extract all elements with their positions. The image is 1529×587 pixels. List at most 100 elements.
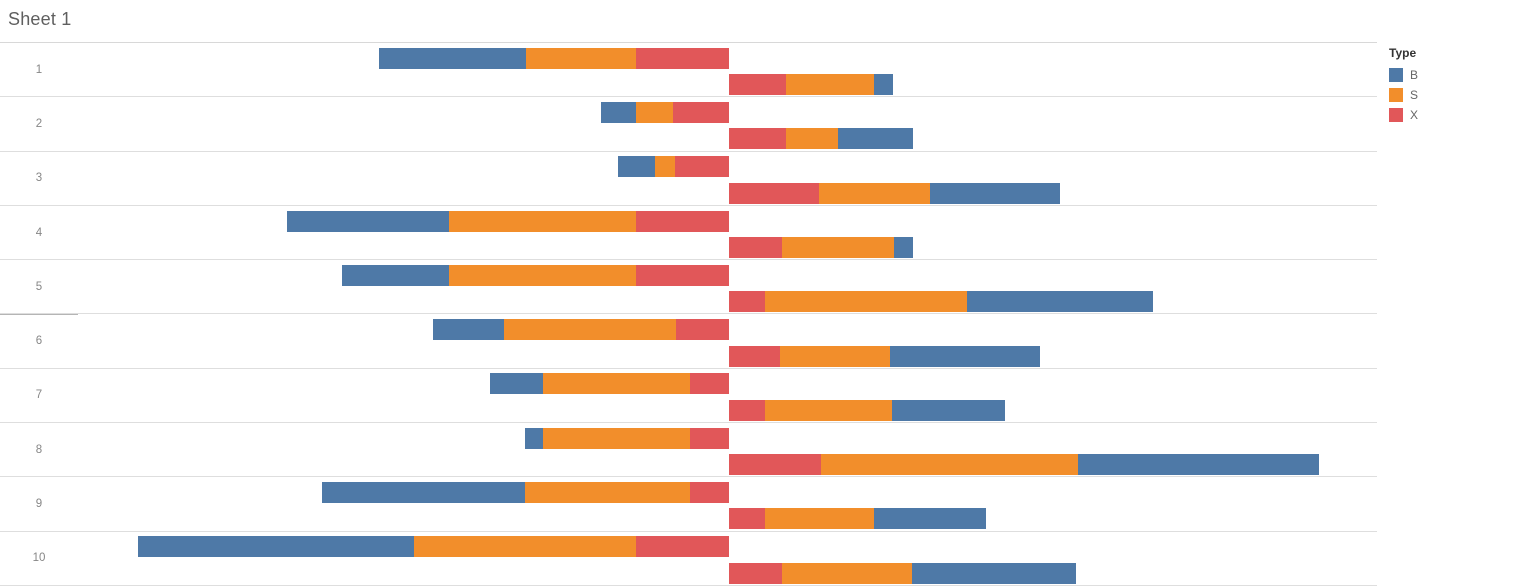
row-label[interactable]: 1 <box>35 63 43 76</box>
bar-segment-X[interactable] <box>673 101 729 123</box>
row-label[interactable]: 5 <box>35 280 43 293</box>
row-label[interactable]: 9 <box>35 498 43 511</box>
bar-segment-X[interactable] <box>636 264 729 286</box>
right-bar <box>729 74 893 95</box>
sheet-title: Sheet 1 <box>8 9 72 29</box>
bar-segment-X[interactable] <box>729 454 821 476</box>
chart-row: 9 <box>0 477 1377 532</box>
left-bar <box>322 482 729 504</box>
bar-segment-B[interactable] <box>874 74 893 95</box>
bar-segment-X[interactable] <box>729 291 765 313</box>
bar-segment-S[interactable] <box>525 482 690 504</box>
bar-segment-B[interactable] <box>930 182 1060 204</box>
bar-segment-S[interactable] <box>786 74 874 95</box>
bar-segment-S[interactable] <box>819 182 930 204</box>
right-bar <box>729 399 1005 421</box>
header-axis-rule <box>0 313 78 315</box>
left-bar <box>342 264 729 286</box>
left-bar <box>379 47 729 69</box>
bar-segment-S[interactable] <box>504 319 676 341</box>
right-bar <box>729 236 913 258</box>
bar-segment-B[interactable] <box>287 210 449 232</box>
bar-segment-X[interactable] <box>690 373 729 395</box>
bar-segment-X[interactable] <box>729 508 765 530</box>
bar-segment-B[interactable] <box>379 47 526 69</box>
bar-segment-S[interactable] <box>765 291 967 313</box>
bar-segment-S[interactable] <box>765 508 874 530</box>
legend-item-label: S <box>1410 88 1419 102</box>
bar-segment-X[interactable] <box>636 536 729 558</box>
bar-segment-B[interactable] <box>138 536 414 558</box>
row-label[interactable]: 6 <box>35 335 43 348</box>
chart-row: 7 <box>0 369 1377 424</box>
bar-segment-B[interactable] <box>433 319 504 341</box>
plot-area: 1 2 3 4 5 6 7 8 9 10 <box>0 42 1377 586</box>
bar-segment-B[interactable] <box>322 482 525 504</box>
bar-segment-B[interactable] <box>912 562 1076 584</box>
row-label[interactable]: 3 <box>35 172 43 185</box>
right-bar <box>729 562 1076 584</box>
legend-swatch-icon <box>1389 108 1403 122</box>
bar-segment-X[interactable] <box>729 562 782 584</box>
bar-segment-B[interactable] <box>342 264 449 286</box>
chart-row: 6 <box>0 315 1377 369</box>
bar-segment-X[interactable] <box>636 210 729 232</box>
bar-segment-X[interactable] <box>690 427 729 449</box>
left-bar <box>525 427 729 449</box>
bar-segment-X[interactable] <box>729 345 780 367</box>
chart-row: 3 <box>0 152 1377 206</box>
row-label[interactable]: 7 <box>35 389 43 402</box>
bar-segment-B[interactable] <box>967 291 1153 313</box>
bar-segment-B[interactable] <box>601 101 636 123</box>
chart-row: 2 <box>0 97 1377 152</box>
legend-item-S[interactable]: S <box>1389 85 1524 105</box>
left-bar <box>287 210 729 232</box>
left-bar <box>138 536 729 558</box>
bar-segment-S[interactable] <box>786 128 838 150</box>
row-label[interactable]: 2 <box>35 117 43 130</box>
left-bar <box>433 319 729 341</box>
bar-segment-X[interactable] <box>676 319 729 341</box>
bar-segment-S[interactable] <box>449 264 636 286</box>
chart-row: 4 <box>0 206 1377 261</box>
row-label[interactable]: 8 <box>35 443 43 456</box>
bar-segment-B[interactable] <box>894 236 913 258</box>
bar-segment-X[interactable] <box>729 182 819 204</box>
bar-segment-S[interactable] <box>765 399 892 421</box>
bar-segment-X[interactable] <box>675 156 729 178</box>
bar-segment-B[interactable] <box>525 427 543 449</box>
legend-item-X[interactable]: X <box>1389 105 1524 125</box>
bar-segment-X[interactable] <box>729 74 786 95</box>
bar-segment-S[interactable] <box>821 454 1078 476</box>
bar-segment-S[interactable] <box>655 156 675 178</box>
bar-segment-B[interactable] <box>838 128 913 150</box>
right-bar <box>729 182 1060 204</box>
bar-segment-B[interactable] <box>490 373 543 395</box>
bar-segment-S[interactable] <box>526 47 636 69</box>
bar-segment-B[interactable] <box>618 156 655 178</box>
bar-segment-B[interactable] <box>1078 454 1319 476</box>
row-label[interactable]: 10 <box>32 552 46 565</box>
bar-segment-X[interactable] <box>729 128 786 150</box>
bar-segment-S[interactable] <box>782 236 894 258</box>
bar-segment-X[interactable] <box>729 399 765 421</box>
bar-segment-S[interactable] <box>780 345 890 367</box>
legend-item-B[interactable]: B <box>1389 65 1524 85</box>
legend-title: Type <box>1389 46 1417 60</box>
bar-segment-S[interactable] <box>636 101 673 123</box>
bar-segment-X[interactable] <box>729 236 782 258</box>
bar-segment-S[interactable] <box>543 373 690 395</box>
chart-row: 8 <box>0 423 1377 478</box>
bar-segment-B[interactable] <box>890 345 1040 367</box>
bar-segment-B[interactable] <box>892 399 1005 421</box>
bar-segment-X[interactable] <box>636 47 729 69</box>
bar-segment-B[interactable] <box>874 508 986 530</box>
bar-segment-S[interactable] <box>414 536 636 558</box>
bar-segment-S[interactable] <box>782 562 912 584</box>
bar-segment-S[interactable] <box>543 427 690 449</box>
row-label[interactable]: 4 <box>35 226 43 239</box>
left-bar <box>601 101 729 123</box>
bar-segment-S[interactable] <box>449 210 636 232</box>
right-bar <box>729 345 1040 367</box>
bar-segment-X[interactable] <box>690 482 729 504</box>
